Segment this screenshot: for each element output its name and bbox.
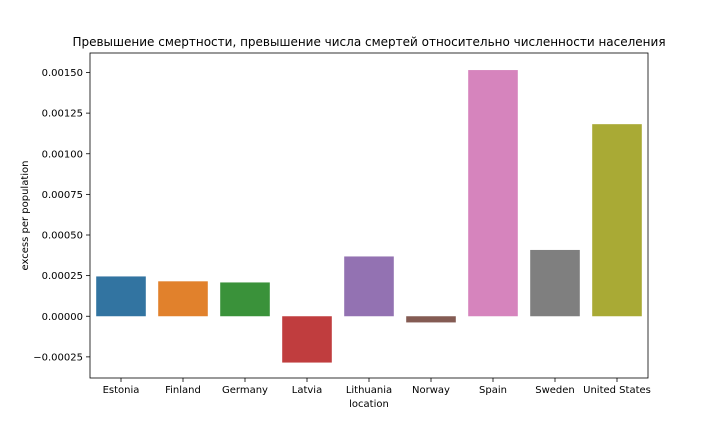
plot-frame [89, 52, 649, 379]
x-tick-label: Estonia [103, 385, 140, 396]
y-tick-label: 0.00050 [42, 231, 83, 242]
y-tick-label: 0.00075 [42, 190, 83, 201]
x-tick-label: Sweden [535, 385, 575, 396]
bar-lithuania [344, 256, 394, 317]
plot-area: Estonia Finland Germany Latvia Lithuania Norw… [33, 52, 651, 396]
x-tick-label: Germany [222, 385, 268, 396]
y-tick-label: 0.00100 [42, 149, 83, 160]
y-tick-label: 0.00150 [42, 68, 83, 79]
bar-norway [406, 316, 456, 323]
x-tick-label: United States [583, 385, 651, 396]
y-tick-label: 0.00125 [42, 109, 83, 120]
bar-finland [158, 281, 208, 317]
x-tick-label: Lithuania [346, 385, 392, 396]
x-tick-label: Norway [412, 385, 450, 396]
chart-title: Превышение смертности, превышение числа … [72, 35, 665, 49]
bar-spain [468, 70, 518, 317]
bar-united-states [592, 124, 642, 317]
x-tick-label: Spain [479, 385, 507, 396]
bar-latvia [282, 316, 332, 363]
y-tick-label: 0.00000 [42, 312, 83, 323]
x-tick-label: Latvia [292, 385, 322, 396]
bar-estonia [96, 276, 146, 317]
x-tick-label: Finland [165, 385, 201, 396]
bar-sweden [530, 249, 580, 317]
y-axis-label: excess per population [20, 161, 31, 271]
x-axis-label: location [349, 399, 389, 410]
bar-germany [220, 282, 270, 317]
y-tick-label: 0.00025 [42, 271, 83, 282]
y-tick-label: −0.00025 [33, 352, 83, 363]
